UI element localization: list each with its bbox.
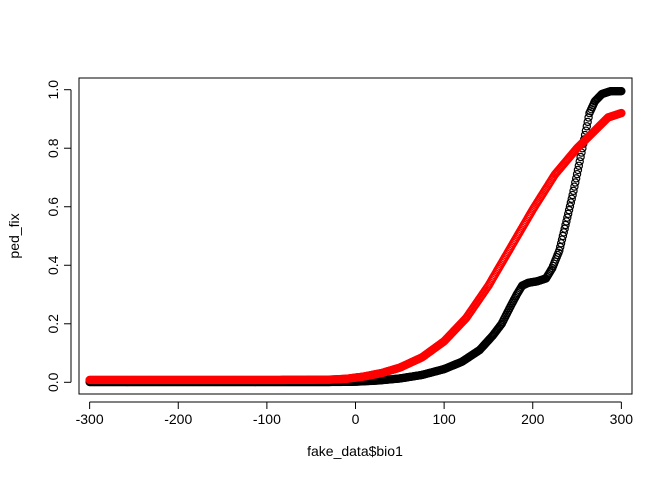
y-tick-label: 1.0 [45, 80, 61, 100]
y-tick-label: 0.8 [45, 138, 61, 158]
x-tick-label: -200 [164, 411, 192, 427]
data-point [583, 117, 592, 127]
x-axis: -300 -200 -100 0 100 200 300 [76, 401, 634, 427]
x-tick-label: 100 [432, 411, 456, 427]
data-point [562, 217, 571, 226]
data-point [582, 122, 592, 131]
data-point [571, 174, 581, 183]
data-point [570, 182, 579, 191]
y-axis: 0.0 0.2 0.4 0.6 0.8 1.0 [45, 80, 72, 392]
data-point [565, 202, 575, 211]
data-point [572, 169, 582, 179]
data-point [575, 157, 584, 166]
y-tick-label: 0.2 [45, 314, 61, 334]
x-axis-title: fake_data$bio1 [307, 443, 403, 459]
y-tick-label: 0.6 [45, 197, 61, 217]
data-point [563, 213, 572, 222]
plot-frame [78, 77, 633, 395]
data-point [568, 190, 577, 200]
data-point [617, 86, 626, 96]
x-tick-label: -100 [253, 411, 281, 427]
series-1 [85, 108, 626, 385]
x-tick-label: 300 [610, 411, 634, 427]
data-point [576, 152, 585, 162]
data-point [566, 198, 576, 207]
data-point [617, 108, 626, 118]
y-tick-label: 0.4 [45, 255, 61, 275]
data-point [574, 161, 584, 170]
data-point [569, 186, 578, 196]
series-layer [85, 86, 626, 387]
data-point [573, 165, 583, 175]
x-tick-label: 200 [521, 411, 545, 427]
data-point [564, 205, 574, 215]
data-point [571, 178, 580, 187]
series-0 [85, 86, 626, 387]
y-axis-title: ped_fix [6, 213, 22, 258]
x-tick-label: -300 [76, 411, 104, 427]
data-point [495, 321, 505, 331]
data-point [561, 220, 570, 230]
data-point [563, 209, 573, 219]
data-point [567, 194, 576, 203]
x-tick-label: 0 [352, 411, 360, 427]
y-tick-label: 0.0 [45, 372, 61, 392]
